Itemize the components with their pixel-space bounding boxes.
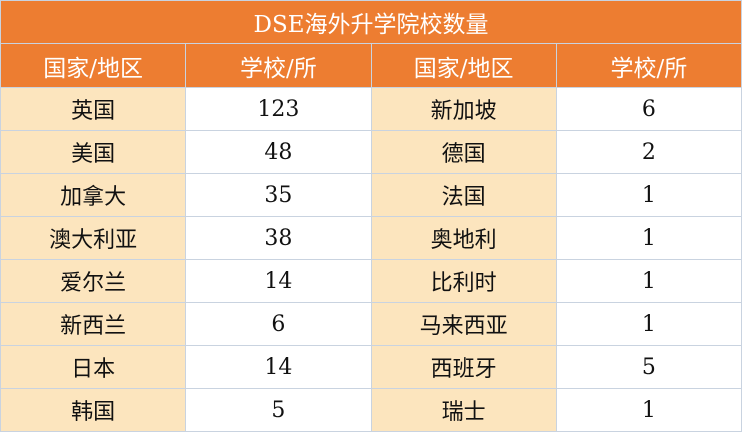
count-cell: 5 bbox=[555, 345, 742, 389]
header-count-left: 学校/所 bbox=[185, 43, 372, 88]
header-country-left: 国家/地区 bbox=[0, 43, 187, 88]
country-cell: 西班牙 bbox=[370, 345, 557, 389]
country-cell: 比利时 bbox=[370, 259, 557, 303]
count-cell: 48 bbox=[185, 130, 372, 174]
count-cell: 1 bbox=[555, 388, 742, 432]
count-cell: 1 bbox=[555, 302, 742, 346]
header-row: 国家/地区 学校/所 国家/地区 学校/所 bbox=[0, 43, 742, 88]
table-row: 韩国 5 瑞士 1 bbox=[0, 388, 742, 432]
country-cell: 加拿大 bbox=[0, 173, 187, 217]
header-count-right: 学校/所 bbox=[555, 43, 742, 88]
table-row: 爱尔兰 14 比利时 1 bbox=[0, 259, 742, 303]
country-cell: 马来西亚 bbox=[370, 302, 557, 346]
table-title: DSE海外升学院校数量 bbox=[0, 0, 742, 44]
count-cell: 14 bbox=[185, 345, 372, 389]
count-cell: 6 bbox=[555, 87, 742, 131]
country-cell: 新加坡 bbox=[370, 87, 557, 131]
country-cell: 爱尔兰 bbox=[0, 259, 187, 303]
country-cell: 瑞士 bbox=[370, 388, 557, 432]
count-cell: 1 bbox=[555, 259, 742, 303]
country-cell: 英国 bbox=[0, 87, 187, 131]
country-cell: 澳大利亚 bbox=[0, 216, 187, 260]
table-row: 英国 123 新加坡 6 bbox=[0, 87, 742, 131]
count-cell: 38 bbox=[185, 216, 372, 260]
table-row: 新西兰 6 马来西亚 1 bbox=[0, 302, 742, 346]
table-row: 加拿大 35 法国 1 bbox=[0, 173, 742, 217]
table-row: 澳大利亚 38 奥地利 1 bbox=[0, 216, 742, 260]
country-cell: 德国 bbox=[370, 130, 557, 174]
count-cell: 35 bbox=[185, 173, 372, 217]
table-row: 美国 48 德国 2 bbox=[0, 130, 742, 174]
country-cell: 美国 bbox=[0, 130, 187, 174]
country-cell: 新西兰 bbox=[0, 302, 187, 346]
country-cell: 韩国 bbox=[0, 388, 187, 432]
count-cell: 2 bbox=[555, 130, 742, 174]
count-cell: 1 bbox=[555, 216, 742, 260]
count-cell: 1 bbox=[555, 173, 742, 217]
country-cell: 法国 bbox=[370, 173, 557, 217]
count-cell: 5 bbox=[185, 388, 372, 432]
table-row: 日本 14 西班牙 5 bbox=[0, 345, 742, 389]
count-cell: 123 bbox=[185, 87, 372, 131]
count-cell: 14 bbox=[185, 259, 372, 303]
country-cell: 奥地利 bbox=[370, 216, 557, 260]
header-country-right: 国家/地区 bbox=[370, 43, 557, 88]
count-cell: 6 bbox=[185, 302, 372, 346]
country-cell: 日本 bbox=[0, 345, 187, 389]
